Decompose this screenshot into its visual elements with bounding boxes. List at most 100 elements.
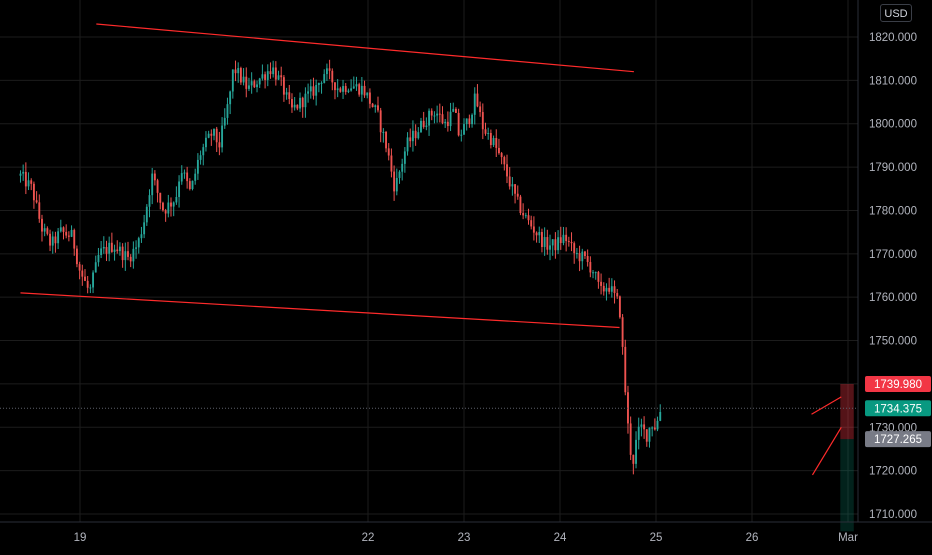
candle-body bbox=[22, 171, 25, 174]
candle-body bbox=[621, 317, 624, 347]
time-axis[interactable]: 19 22 23 24 25 26 Mar bbox=[0, 521, 932, 544]
candle-body bbox=[19, 173, 22, 176]
candle-body bbox=[645, 429, 648, 442]
candle-body bbox=[129, 256, 132, 262]
candle-body bbox=[371, 103, 374, 108]
candle-body bbox=[360, 85, 363, 95]
candle-body bbox=[449, 111, 452, 127]
stop-loss-zone bbox=[840, 383, 854, 440]
candle-body bbox=[108, 242, 111, 254]
candle-body bbox=[301, 97, 304, 108]
candle-body bbox=[495, 138, 498, 148]
currency-badge[interactable]: USD bbox=[880, 4, 912, 22]
candle-body bbox=[468, 118, 471, 125]
candle-body bbox=[194, 173, 197, 181]
trendline bbox=[96, 23, 634, 73]
candle-body bbox=[390, 155, 393, 172]
candle-body bbox=[549, 245, 551, 250]
candle-body bbox=[406, 137, 409, 152]
price-label-text: 1734.375 bbox=[874, 403, 922, 415]
candle-body bbox=[492, 138, 495, 146]
candle-body bbox=[309, 86, 312, 92]
candle-body bbox=[500, 153, 503, 158]
candle-body bbox=[46, 228, 49, 234]
candle-body bbox=[613, 286, 616, 294]
price-tick-label: 1820.000 bbox=[869, 32, 917, 44]
candle-body bbox=[422, 120, 425, 127]
price-tick-label: 1780.000 bbox=[869, 205, 917, 217]
candle-body bbox=[94, 262, 97, 273]
candle-body bbox=[594, 272, 597, 274]
candle-body bbox=[441, 114, 444, 124]
candle-body bbox=[156, 180, 159, 193]
price-tick-label: 1710.000 bbox=[869, 509, 917, 521]
time-tick-label: 22 bbox=[362, 532, 375, 544]
trendline bbox=[20, 292, 620, 329]
candle-body bbox=[465, 118, 468, 125]
candle-body bbox=[643, 424, 646, 430]
candle-body bbox=[75, 248, 78, 265]
candle-body bbox=[368, 92, 371, 104]
candle-body bbox=[307, 91, 310, 94]
candle-body bbox=[221, 125, 224, 148]
candle-body bbox=[145, 206, 148, 223]
candle-body bbox=[352, 86, 355, 89]
candle-body bbox=[196, 159, 199, 174]
grid bbox=[0, 0, 858, 522]
candle-body bbox=[567, 241, 570, 243]
candle-body bbox=[325, 68, 328, 75]
candle-body bbox=[573, 243, 576, 254]
price-axis-background bbox=[858, 0, 932, 550]
candle-body bbox=[433, 115, 436, 117]
candle-body bbox=[239, 68, 242, 83]
candle-body bbox=[274, 67, 277, 80]
price-tick-label: 1810.000 bbox=[869, 75, 917, 87]
trendline bbox=[811, 426, 842, 476]
candle-body bbox=[124, 251, 127, 261]
candle-body bbox=[250, 81, 253, 86]
candle-body bbox=[479, 106, 482, 113]
candle-body bbox=[135, 247, 138, 249]
candle-body bbox=[637, 426, 640, 440]
candle-body bbox=[199, 155, 202, 160]
candle-body bbox=[514, 184, 517, 194]
candle-body bbox=[205, 137, 207, 148]
candle-body bbox=[471, 114, 474, 125]
candle-body bbox=[584, 251, 586, 256]
candle-body bbox=[323, 74, 326, 83]
candle-body bbox=[164, 210, 167, 214]
candle-body bbox=[659, 411, 662, 421]
candle-body bbox=[57, 231, 60, 244]
candle-body bbox=[535, 232, 538, 236]
time-tick-label: 23 bbox=[458, 532, 471, 544]
candle-body bbox=[127, 251, 129, 257]
candle-body bbox=[541, 232, 543, 248]
candle-body bbox=[148, 195, 151, 207]
candle-body bbox=[363, 85, 366, 96]
candle-body bbox=[137, 238, 140, 248]
candle-body bbox=[382, 131, 385, 133]
candle-body bbox=[430, 110, 433, 116]
candle-body bbox=[385, 131, 387, 149]
candle-body bbox=[81, 270, 84, 277]
candle-body bbox=[280, 75, 283, 78]
candle-body bbox=[546, 237, 549, 250]
candle-body bbox=[586, 255, 589, 262]
candle-body bbox=[460, 134, 463, 136]
candle-body bbox=[223, 117, 226, 126]
candle-body bbox=[65, 231, 68, 236]
candle-body bbox=[503, 157, 506, 165]
candle-body bbox=[100, 248, 103, 256]
price-tick-label: 1760.000 bbox=[869, 292, 917, 304]
candle-body bbox=[565, 234, 568, 242]
price-axis[interactable]: 1710.0001720.0001730.0001740.0001750.000… bbox=[857, 0, 932, 550]
candle-body bbox=[438, 113, 441, 115]
candle-body bbox=[312, 86, 315, 96]
candle-body bbox=[70, 230, 73, 237]
candle-body bbox=[428, 110, 430, 126]
candle-body bbox=[538, 232, 541, 236]
candle-body bbox=[581, 251, 584, 262]
candle-body bbox=[511, 184, 514, 187]
